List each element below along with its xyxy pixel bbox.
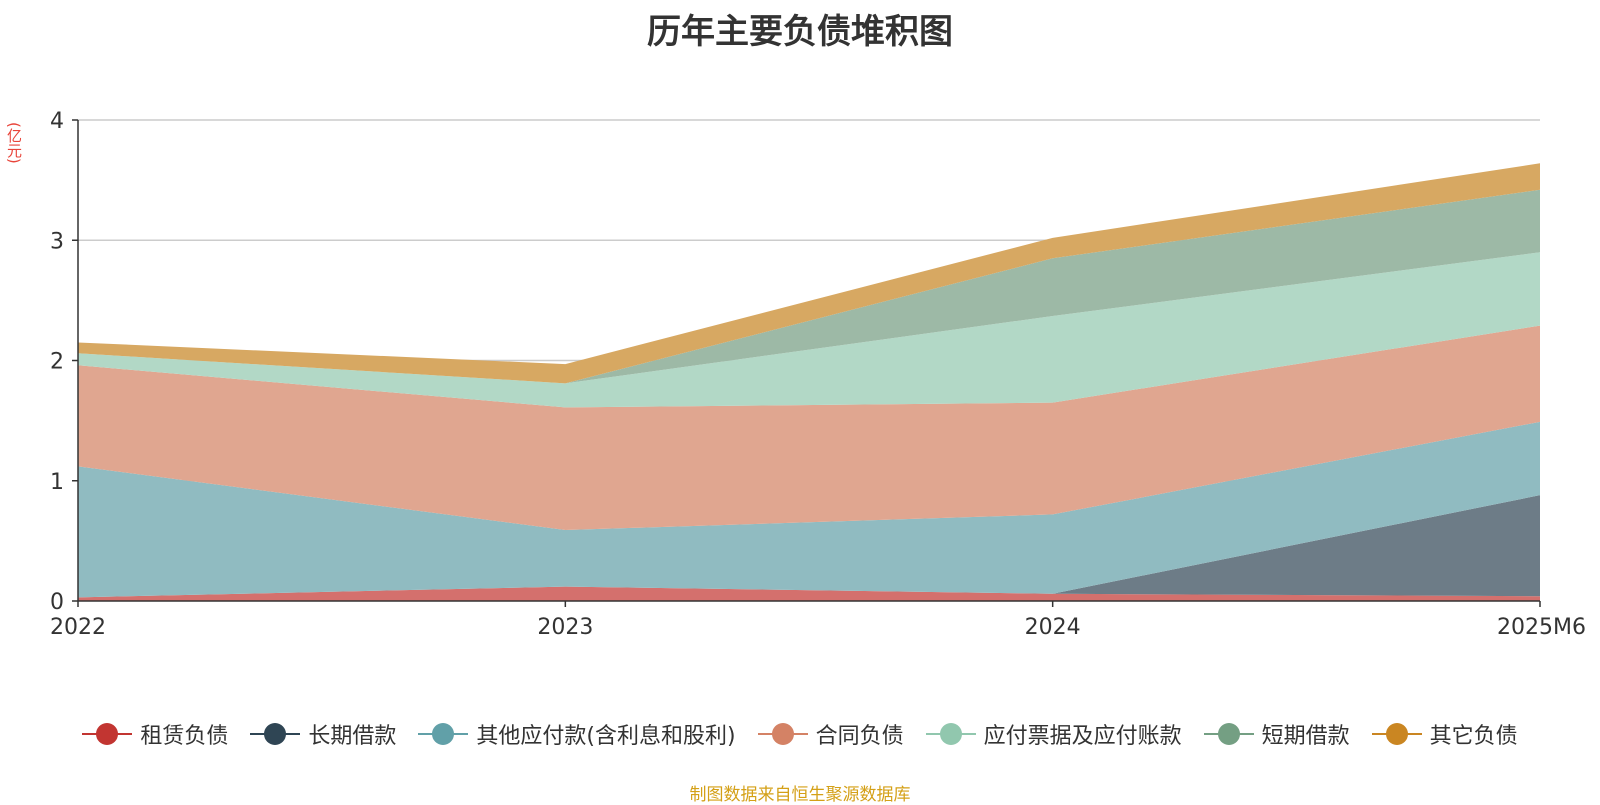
legend-marker-icon xyxy=(1371,722,1422,746)
axes xyxy=(72,119,1541,607)
legend-item-6[interactable]: 其它负债 xyxy=(1371,718,1518,750)
y-tick-label-2: 2 xyxy=(50,350,64,375)
x-tick-label-0: 2022 xyxy=(50,615,106,640)
legend-label: 短期借款 xyxy=(1261,724,1350,749)
y-tick-label-4: 4 xyxy=(50,109,64,134)
legend-label: 租赁负债 xyxy=(140,724,229,749)
legend-label: 其他应付款(含利息和股利) xyxy=(476,724,736,749)
legend: 租赁负债 长期借款 其他应付款(含利息和股利) 合同负债 应付票据及应付账款 短期借款 其它… xyxy=(0,718,1600,750)
legend-marker-icon xyxy=(82,722,133,746)
chart-title: 历年主要负债堆积图 xyxy=(647,12,953,52)
area-series-5 xyxy=(78,189,1540,384)
legend-label: 长期借款 xyxy=(308,724,397,749)
legend-item-1[interactable]: 长期借款 xyxy=(250,718,396,750)
area-series-2 xyxy=(78,421,1540,598)
legend-label: 合同负债 xyxy=(815,724,904,749)
source-note: 制图数据来自恒生聚源数据库 xyxy=(689,785,911,805)
y-tick-label-0: 0 xyxy=(50,590,64,615)
y-axis-unit-label: (亿元) xyxy=(5,122,23,164)
area-series-3 xyxy=(78,325,1540,531)
area-series-6 xyxy=(78,163,1540,384)
area-series-0 xyxy=(78,586,1540,601)
stacked-area-chart: 0 1 2 3 4 2022 2023 2024 2025M6 xyxy=(50,109,1586,640)
area-series-4 xyxy=(78,252,1540,408)
legend-marker-icon xyxy=(925,722,976,746)
legend-marker-icon xyxy=(418,722,469,746)
x-tick-label-1: 2023 xyxy=(537,615,593,640)
legend-item-3[interactable]: 合同负债 xyxy=(757,718,904,750)
legend-item-2[interactable]: 其他应付款(含利息和股利) xyxy=(418,718,736,750)
y-tick-label-1: 1 xyxy=(50,470,64,495)
area-series-layer xyxy=(78,163,1540,601)
legend-label: 其它负债 xyxy=(1429,724,1518,749)
legend-label: 应付票据及应付账款 xyxy=(983,724,1182,749)
x-tick-label-2: 2024 xyxy=(1025,615,1081,640)
x-tick-label-3: 2025M6 xyxy=(1497,615,1586,640)
y-tick-label-3: 3 xyxy=(50,229,64,254)
legend-marker-icon xyxy=(1203,722,1254,746)
legend-marker-icon xyxy=(250,722,301,746)
area-series-1 xyxy=(78,495,1540,598)
tick-labels: 0 1 2 3 4 2022 2023 2024 2025M6 xyxy=(50,109,1586,640)
legend-item-4[interactable]: 应付票据及应付账款 xyxy=(925,718,1182,750)
legend-marker-icon xyxy=(757,722,808,746)
legend-item-0[interactable]: 租赁负债 xyxy=(82,718,228,750)
legend-item-5[interactable]: 短期借款 xyxy=(1203,718,1350,750)
